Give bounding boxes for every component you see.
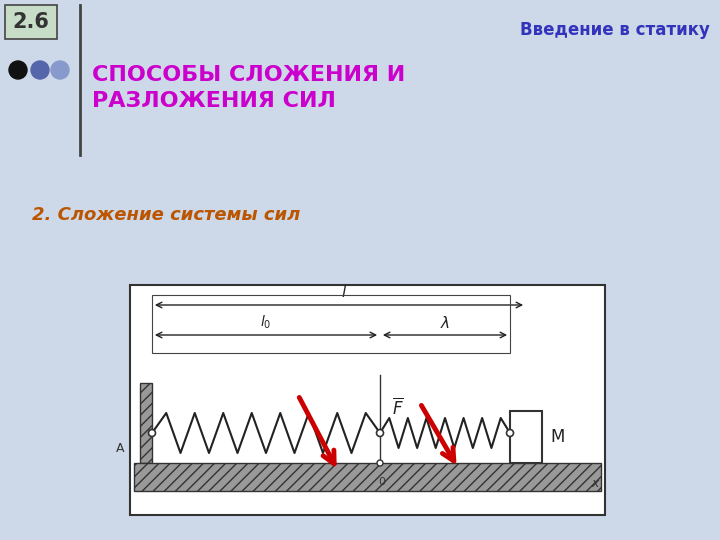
Text: M: M (550, 428, 564, 446)
Circle shape (148, 429, 156, 436)
Bar (152, 295, 510, 353)
Text: Введение в статику: Введение в статику (520, 21, 710, 39)
Text: $\overline{F}$: $\overline{F}$ (392, 397, 404, 418)
Circle shape (377, 429, 384, 436)
Circle shape (377, 460, 383, 466)
Bar (510, 411, 542, 463)
Circle shape (9, 61, 27, 79)
Text: 2.6: 2.6 (12, 12, 50, 32)
Bar (130, 285, 605, 515)
Text: A: A (115, 442, 124, 455)
Text: x: x (592, 477, 599, 490)
Circle shape (506, 429, 513, 436)
Text: $l_0$: $l_0$ (261, 314, 271, 331)
Circle shape (31, 61, 49, 79)
Bar (140, 383, 152, 463)
Bar (134, 463, 601, 491)
Text: 0: 0 (379, 477, 385, 487)
Text: $\lambda$: $\lambda$ (440, 315, 450, 331)
Text: 2. Сложение системы сил: 2. Сложение системы сил (32, 206, 300, 224)
Circle shape (51, 61, 69, 79)
Text: $l$: $l$ (341, 284, 347, 300)
Bar (5, 5, 57, 39)
Text: СПОСОБЫ СЛОЖЕНИЯ И
РАЗЛОЖЕНИЯ СИЛ: СПОСОБЫ СЛОЖЕНИЯ И РАЗЛОЖЕНИЯ СИЛ (92, 65, 405, 111)
